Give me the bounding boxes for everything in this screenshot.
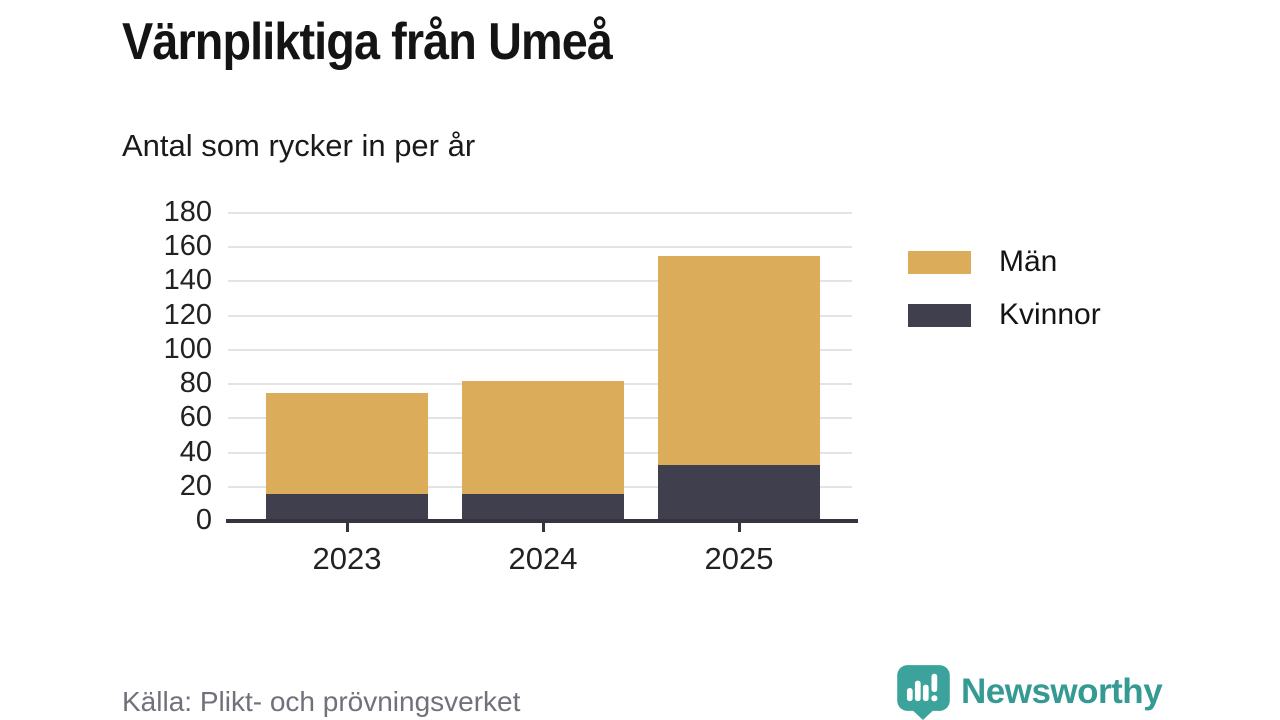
bar-segment-2024-Kvinnor	[462, 493, 624, 521]
y-tick-label: 60	[179, 401, 212, 434]
x-axis-line	[226, 519, 858, 523]
bar-segment-2025-Kvinnor	[658, 464, 820, 521]
chart-subtitle: Antal som rycker in per år	[122, 128, 476, 163]
legend-item-women: Kvinnor	[908, 300, 1101, 330]
chart-plot	[228, 212, 852, 521]
newsworthy-bubble-chart-icon	[897, 665, 950, 720]
y-tick-label: 100	[163, 332, 212, 365]
y-tick-label: 0	[195, 504, 212, 536]
x-tick-mark	[345, 523, 349, 532]
gridline	[228, 314, 852, 317]
legend-swatch-men	[908, 250, 971, 274]
gridline	[228, 348, 852, 351]
y-tick-label: 120	[163, 298, 212, 331]
legend-label-men: Män	[999, 245, 1058, 278]
legend-label-women: Kvinnor	[999, 298, 1101, 331]
x-tick-label: 2024	[508, 541, 578, 576]
y-tick-label: 20	[179, 469, 212, 502]
y-tick-label: 160	[163, 230, 212, 263]
x-tick-label: 2023	[312, 541, 382, 576]
bar-segment-2025-Män	[658, 255, 820, 465]
legend-item-men: Män	[908, 247, 1101, 277]
legend-swatch-women	[908, 303, 971, 327]
chart-legend: Män Kvinnor	[908, 247, 1101, 353]
bar-segment-2023-Män	[266, 392, 428, 494]
y-tick-label: 40	[179, 435, 212, 468]
x-tick-mark	[541, 523, 545, 532]
x-tick-mark	[737, 523, 741, 532]
gridline	[228, 246, 852, 249]
brand-logo: Newsworthy	[896, 664, 1163, 720]
y-tick-label: 80	[179, 367, 212, 400]
x-tick-label: 2025	[704, 541, 774, 576]
gridline	[228, 280, 852, 283]
y-tick-label: 180	[163, 196, 212, 228]
y-tick-label: 140	[163, 264, 212, 297]
brand-wordmark: Newsworthy	[961, 672, 1163, 711]
bar-segment-2023-Kvinnor	[266, 493, 428, 521]
gridline	[228, 212, 852, 214]
chart-title: Värnpliktiga från Umeå	[122, 13, 613, 71]
bar-segment-2024-Män	[462, 380, 624, 494]
source-attribution: Källa: Plikt- och prövningsverket	[122, 686, 521, 717]
